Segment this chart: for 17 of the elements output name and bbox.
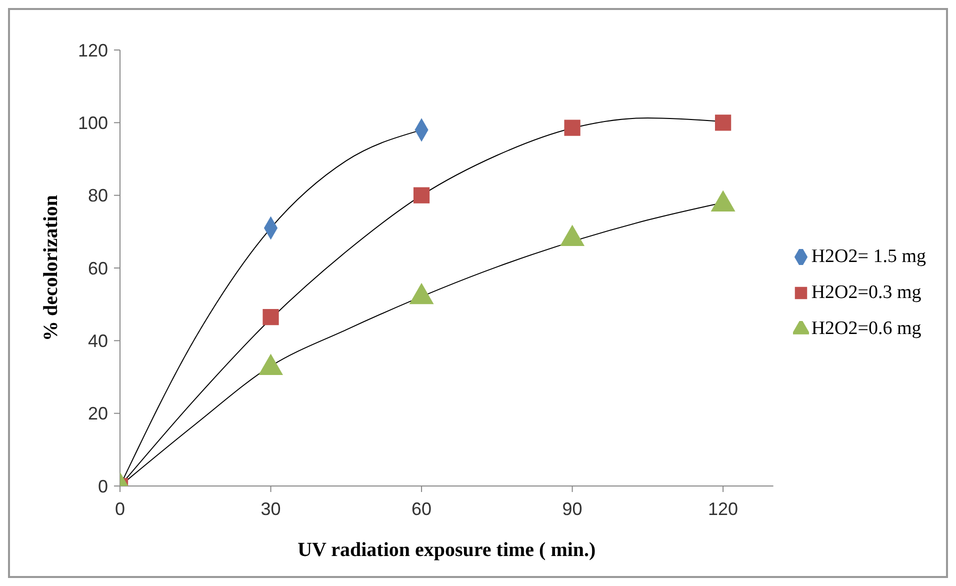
y-tick-label: 0	[98, 476, 108, 496]
y-tick-label: 20	[88, 404, 108, 424]
y-tick-label: 60	[88, 258, 108, 278]
x-tick-label: 120	[708, 498, 738, 519]
x-tick-label: 60	[412, 498, 432, 519]
y-tick-label: 80	[88, 186, 108, 206]
x-tick-label: 0	[114, 498, 126, 519]
y-axis-title: % decolorization	[40, 194, 62, 342]
y-tick-label: 40	[88, 331, 108, 352]
legend-label: H2O2= 1.5 mg	[811, 246, 926, 268]
x-axis-title: UV radiation exposure time ( min.)	[298, 539, 596, 561]
x-tick-label: 90	[562, 498, 582, 519]
y-tick-label: 100	[78, 113, 108, 134]
x-tick-label: 30	[260, 498, 281, 519]
legend-label: H2O2=0.3 mg	[811, 282, 922, 304]
y-tick-label: 120	[78, 40, 108, 60]
legend-label: H2O2=0.6 mg	[811, 318, 922, 340]
